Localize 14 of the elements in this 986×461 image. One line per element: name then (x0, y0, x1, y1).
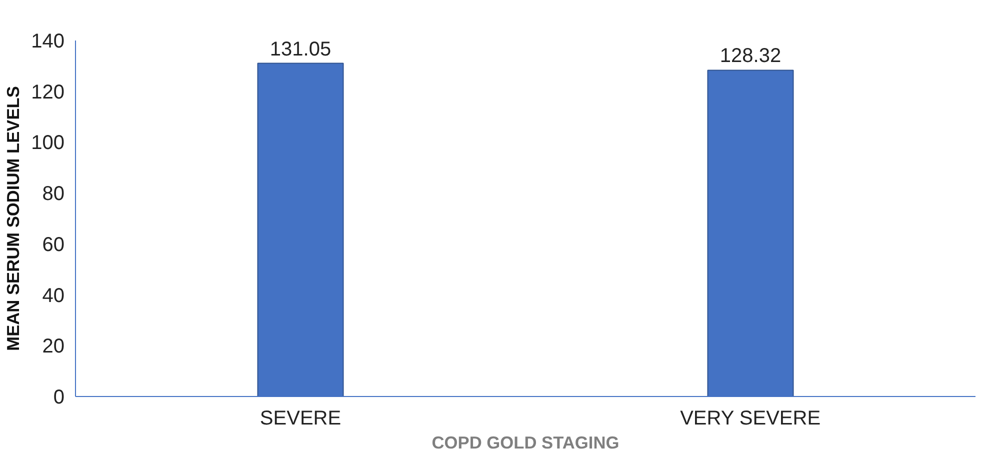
data-label: 128.32 (720, 45, 782, 68)
y-tick-label: 0 (53, 386, 64, 408)
y-tick-label: 60 (42, 234, 65, 256)
y-tick-label: 80 (42, 183, 65, 206)
y-tick-label: 20 (42, 336, 65, 358)
x-tick-label: SEVERE (260, 408, 342, 430)
y-tick-label: 100 (31, 132, 65, 154)
x-axis-title: COPD GOLD STAGING (432, 432, 620, 452)
y-axis-title: MEAN SERUM SODIUM LEVELS (3, 86, 24, 351)
y-tick-label: 120 (31, 81, 65, 104)
y-tick-label: 40 (42, 284, 65, 307)
y-tick-label: 140 (31, 30, 65, 52)
data-label: 131.05 (270, 38, 332, 60)
x-tick-label: VERY SEVERE (680, 408, 821, 430)
